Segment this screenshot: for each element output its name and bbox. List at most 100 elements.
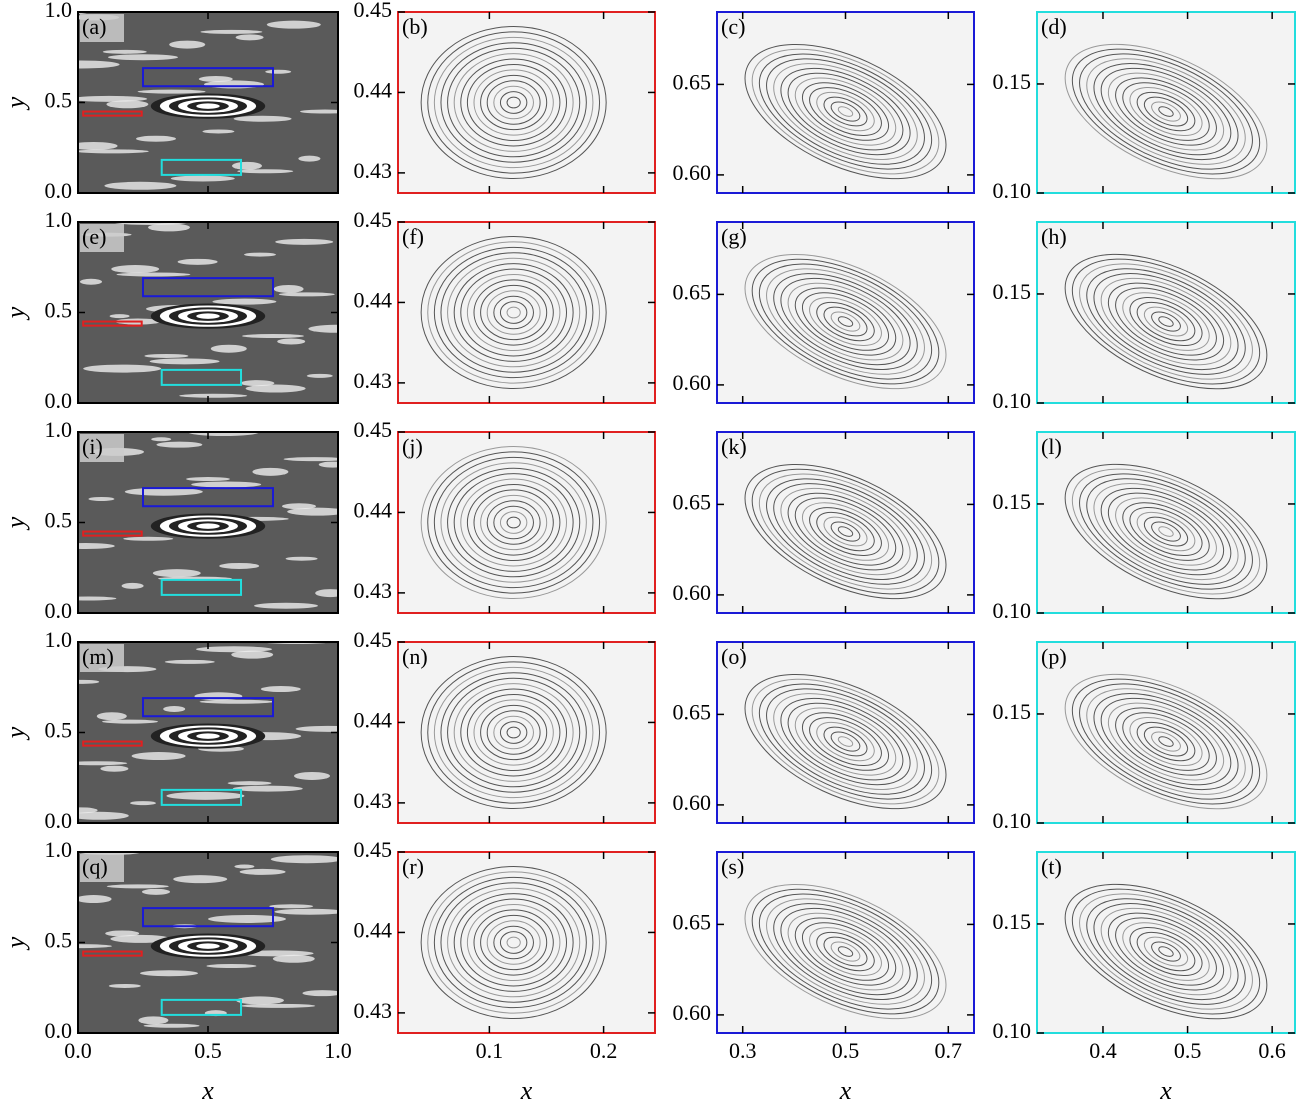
- texture: [124, 487, 203, 496]
- texture: [453, 473, 574, 572]
- panel-frame: [1036, 641, 1296, 824]
- texture: [837, 736, 854, 747]
- texture: [80, 278, 102, 285]
- texture: [1115, 917, 1217, 986]
- texture: [144, 353, 189, 358]
- y-tick-label: 0.43: [354, 158, 393, 183]
- texture: [830, 941, 861, 962]
- texture: [1037, 12, 1295, 193]
- texture: [466, 903, 561, 982]
- panel-label: (j): [402, 434, 423, 459]
- zoom-box: [82, 950, 143, 957]
- texture: [447, 47, 581, 158]
- plot-area: [398, 852, 655, 1033]
- texture: [1064, 463, 1268, 600]
- texture: [801, 502, 890, 561]
- texture: [809, 927, 882, 977]
- zoom-box: [82, 530, 143, 537]
- texture: [801, 82, 890, 141]
- texture: [177, 258, 218, 265]
- texture: [1143, 936, 1189, 967]
- texture: [766, 898, 925, 1005]
- zoom-box: [142, 277, 274, 298]
- plot-area: [398, 432, 655, 613]
- texture: [1100, 697, 1232, 786]
- texture: [1107, 702, 1225, 781]
- texture: [208, 914, 286, 923]
- texture: [1107, 492, 1225, 571]
- zoom-box: [160, 998, 243, 1016]
- texture: [460, 898, 568, 987]
- texture: [278, 292, 335, 297]
- texture: [433, 876, 594, 1009]
- texture: [242, 334, 304, 339]
- texture: [453, 893, 574, 992]
- y-tick-label: 0.10: [993, 178, 1032, 203]
- texture: [837, 526, 854, 537]
- texture: [196, 313, 220, 319]
- x-tick-label: 0.2: [590, 1038, 618, 1063]
- texture: [1158, 736, 1174, 747]
- y-tick-label: 0.15: [993, 279, 1032, 304]
- panel-label: (q): [82, 854, 108, 879]
- texture: [232, 161, 262, 170]
- texture: [1093, 483, 1239, 581]
- texture: [433, 246, 594, 379]
- texture: [830, 101, 861, 122]
- texture: [758, 893, 933, 1010]
- texture: [440, 252, 587, 373]
- texture: [744, 463, 947, 600]
- zoom-box: [160, 578, 243, 596]
- texture: [1143, 96, 1189, 127]
- texture: [196, 103, 220, 109]
- texture: [306, 373, 333, 378]
- texture: [486, 290, 541, 335]
- texture: [766, 688, 925, 795]
- texture: [480, 74, 548, 131]
- x-tick-label: 0.7: [935, 1038, 963, 1063]
- texture: [239, 868, 286, 875]
- panel-label: (f): [402, 224, 424, 249]
- texture: [1093, 693, 1239, 791]
- texture: [274, 908, 338, 915]
- y-tick-label: 1.0: [45, 0, 73, 22]
- texture: [1151, 731, 1181, 752]
- panel: 0.0 0.5 1.0 (e) y: [1, 207, 339, 413]
- texture: [109, 314, 130, 319]
- y-tick-label: 0.43: [354, 998, 393, 1023]
- y-tick-label: 0.60: [673, 160, 712, 185]
- texture: [116, 272, 191, 277]
- panel: 0.0 0.5 1.0 (i) y: [1, 417, 339, 623]
- plot-area: [717, 852, 974, 1033]
- texture: [440, 672, 587, 793]
- texture: [240, 380, 275, 387]
- x-tick-label: 0.0: [64, 1038, 92, 1063]
- texture: [1129, 297, 1203, 347]
- texture: [199, 699, 274, 704]
- texture: [137, 89, 206, 94]
- panel-frame: [1036, 851, 1296, 1034]
- texture: [744, 43, 947, 180]
- texture: [758, 263, 933, 380]
- panel-frame: [397, 11, 656, 194]
- zoom-box: [82, 740, 143, 747]
- panel-label: (l): [1041, 434, 1062, 459]
- texture: [480, 704, 548, 761]
- texture: [751, 258, 940, 385]
- texture: [105, 930, 140, 937]
- y-tick-label: 0.45: [354, 417, 393, 442]
- texture: [1079, 473, 1253, 590]
- texture: [499, 931, 528, 954]
- texture: [823, 936, 868, 967]
- texture: [252, 467, 289, 476]
- texture: [1100, 487, 1232, 576]
- texture: [170, 175, 235, 182]
- texture: [206, 964, 257, 969]
- x-axis-label: x: [201, 1076, 214, 1105]
- plot-area: [78, 852, 338, 1033]
- panel: 0.10 0.15 0.4 0.5 0.6 (t) x: [993, 851, 1296, 1105]
- texture: [758, 53, 933, 170]
- texture: [149, 358, 220, 365]
- texture: [830, 311, 861, 332]
- panel-label: (t): [1041, 854, 1062, 879]
